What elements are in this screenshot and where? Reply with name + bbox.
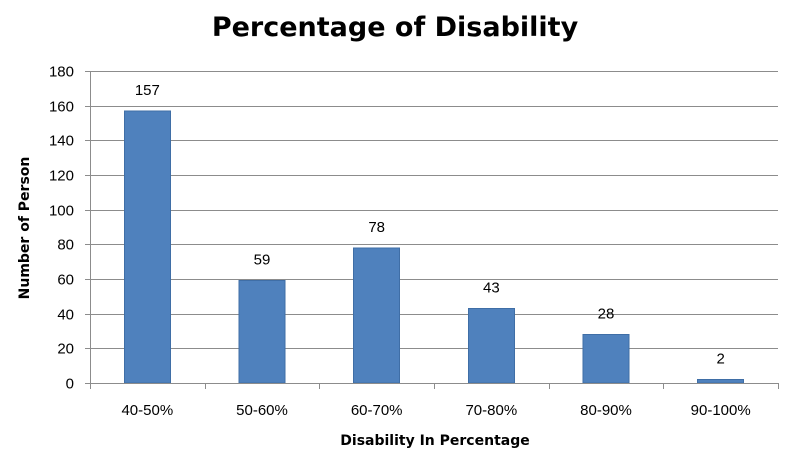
x-tick-label: 40-50% [121,402,173,419]
bars [123,110,745,384]
bar-50-60 [238,280,286,384]
y-tick-label: 120 [49,168,74,185]
data-label: 2 [716,351,724,368]
x-axis-title: Disability In Percentage [340,433,529,449]
grid-lines [90,71,778,349]
bar-70-80 [467,307,515,384]
y-tick-label: 60 [57,272,74,289]
x-tick-label: 80-90% [580,402,632,419]
y-tick-label: 100 [49,203,74,220]
y-tick-label: 180 [49,64,74,81]
y-tick-label: 40 [57,307,74,324]
data-label: 43 [483,279,500,296]
data-label: 59 [254,252,271,269]
bar-60-70 [353,247,401,384]
bar-90-100 [697,379,745,384]
x-axis-ticks: 40-50% 50-60% 60-70% 70-80% 80-90% 90-100% [90,383,779,419]
y-tick-label: 80 [57,237,74,254]
data-labels: 157 59 78 43 28 2 [135,82,725,368]
data-label: 78 [368,219,385,236]
y-tick-label: 160 [49,99,74,116]
bar-40-50 [123,110,171,384]
x-tick-label: 90-100% [691,402,751,419]
x-tick-label: 50-60% [236,402,288,419]
x-tick-label: 60-70% [351,402,403,419]
y-axis-ticks: 0 20 40 60 80 100 120 140 160 180 [49,64,90,393]
data-label: 28 [598,305,615,322]
y-tick-label: 140 [49,133,74,150]
data-label: 157 [135,82,160,99]
y-tick-label: 20 [57,341,74,358]
x-tick-label: 70-80% [465,402,517,419]
bar-80-90 [582,333,630,384]
y-axis-title: Number of Person [17,157,33,300]
y-tick-label: 0 [66,376,74,393]
chart-title: Percentage of Disability [212,12,579,43]
